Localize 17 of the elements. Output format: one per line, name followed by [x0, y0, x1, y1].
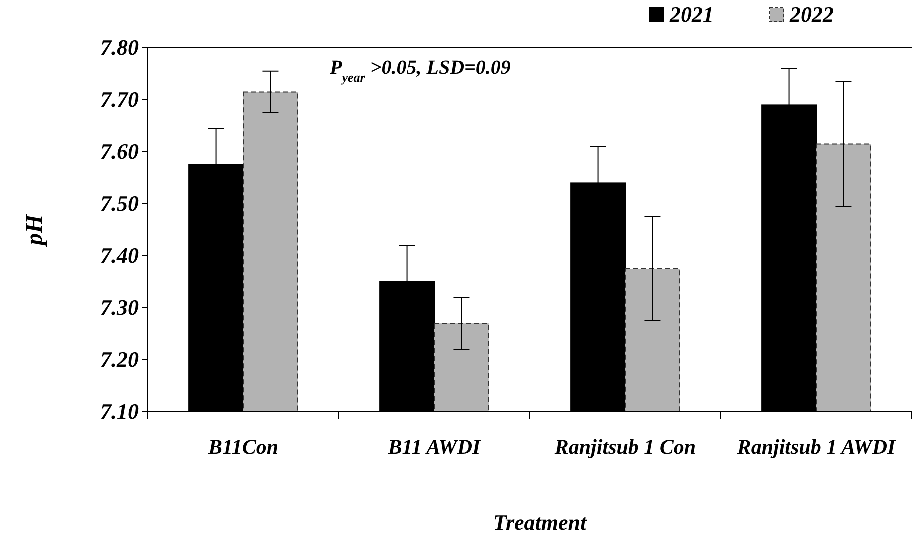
x-tick-label: Ranjitsub 1 Con: [554, 435, 696, 459]
annotation: P$_{year}$ >0.05, LSD=0.09: [329, 57, 511, 84]
y-tick-label: 7.80: [100, 35, 139, 60]
x-tick-label: B11 AWDI: [387, 435, 482, 459]
y-tick-label: 7.70: [100, 87, 139, 112]
y-tick-label: 7.40: [100, 243, 139, 268]
y-tick-label: 7.30: [100, 295, 139, 320]
legend-label: 2021: [669, 2, 714, 27]
y-tick-label: 7.50: [100, 191, 139, 216]
y-axis-title: pH: [22, 213, 48, 248]
x-axis-title: Treatment: [493, 510, 588, 535]
x-tick-label: B11Con: [207, 435, 279, 459]
y-tick-label: 7.60: [100, 139, 139, 164]
legend-label: 2022: [789, 2, 834, 27]
y-tick-label: 7.20: [100, 347, 139, 372]
x-tick-label: Ranjitsub 1 AWDI: [736, 435, 896, 459]
y-tick-label: 7.10: [100, 399, 139, 424]
